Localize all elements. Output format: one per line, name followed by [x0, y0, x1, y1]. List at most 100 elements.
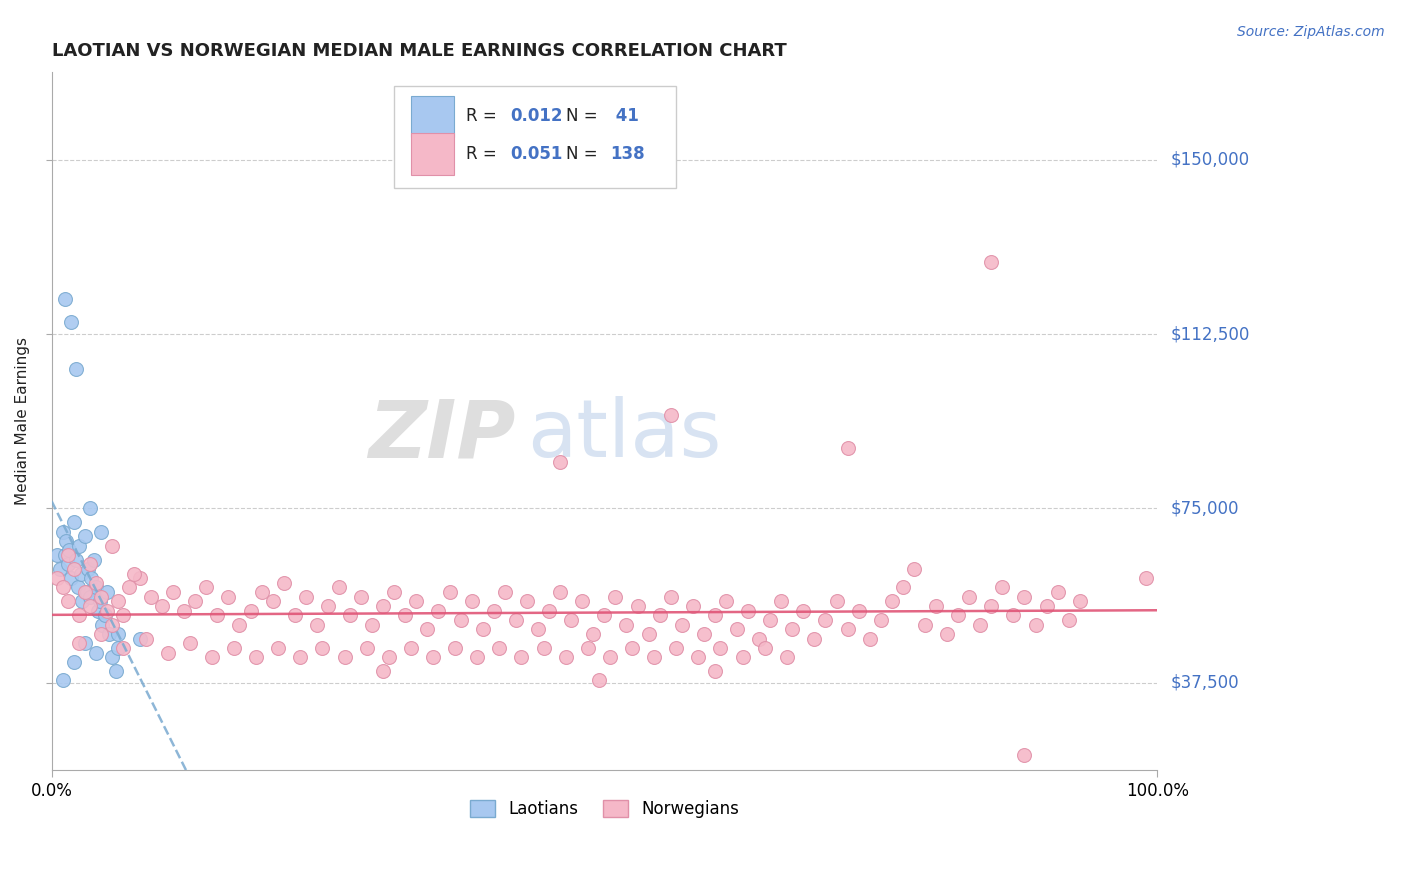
- Text: $112,500: $112,500: [1171, 325, 1250, 343]
- Text: Source: ZipAtlas.com: Source: ZipAtlas.com: [1237, 25, 1385, 39]
- Point: [91, 617, 114, 632]
- Point: [87, 604, 110, 618]
- Point: [946, 608, 969, 623]
- Point: [79, 599, 101, 613]
- Point: [118, 581, 141, 595]
- Point: [957, 590, 980, 604]
- Point: [162, 585, 184, 599]
- Point: [267, 640, 290, 655]
- Point: [599, 650, 621, 665]
- Point: [782, 623, 804, 637]
- Point: [936, 627, 959, 641]
- Point: [980, 255, 1002, 269]
- Point: [239, 604, 262, 618]
- Point: [90, 590, 112, 604]
- Text: 41: 41: [610, 107, 638, 126]
- Point: [65, 362, 87, 376]
- Point: [70, 566, 93, 581]
- Point: [859, 632, 882, 646]
- Point: [134, 632, 156, 646]
- Point: [56, 548, 79, 562]
- Point: [1069, 594, 1091, 608]
- Point: [616, 617, 638, 632]
- Point: [139, 590, 162, 604]
- Point: [83, 552, 105, 566]
- Point: [84, 646, 107, 660]
- Point: [305, 617, 328, 632]
- Point: [538, 604, 561, 618]
- Point: [548, 585, 571, 599]
- Point: [693, 627, 716, 641]
- Point: [90, 627, 112, 641]
- Point: [488, 640, 510, 655]
- Point: [79, 501, 101, 516]
- Text: 0.051: 0.051: [510, 145, 562, 163]
- Point: [129, 632, 152, 646]
- Point: [129, 571, 152, 585]
- Text: atlas: atlas: [527, 396, 721, 475]
- Point: [77, 562, 100, 576]
- Point: [316, 599, 339, 613]
- Text: ZIP: ZIP: [368, 396, 516, 475]
- Point: [731, 650, 754, 665]
- Text: $75,000: $75,000: [1171, 500, 1240, 517]
- Point: [273, 575, 295, 590]
- Point: [377, 650, 399, 665]
- Legend: Laotians, Norwegians: Laotians, Norwegians: [463, 793, 745, 824]
- Point: [1046, 585, 1069, 599]
- Point: [361, 617, 384, 632]
- Point: [201, 650, 224, 665]
- Point: [914, 617, 936, 632]
- Point: [60, 315, 83, 329]
- Point: [703, 608, 725, 623]
- Point: [104, 664, 127, 678]
- Text: R =: R =: [467, 107, 502, 126]
- Point: [533, 640, 555, 655]
- Point: [156, 646, 179, 660]
- Point: [93, 608, 115, 623]
- Point: [688, 650, 710, 665]
- Point: [96, 585, 118, 599]
- Point: [228, 617, 250, 632]
- Point: [516, 594, 538, 608]
- Point: [648, 608, 671, 623]
- Point: [195, 581, 218, 595]
- Point: [980, 599, 1002, 613]
- Text: N =: N =: [565, 145, 603, 163]
- Point: [53, 292, 76, 306]
- Point: [737, 604, 759, 618]
- Point: [1057, 613, 1080, 627]
- Point: [56, 558, 79, 572]
- Point: [96, 604, 118, 618]
- Point: [427, 604, 450, 618]
- Text: LAOTIAN VS NORWEGIAN MEDIAN MALE EARNINGS CORRELATION CHART: LAOTIAN VS NORWEGIAN MEDIAN MALE EARNING…: [52, 42, 786, 60]
- Point: [79, 558, 101, 572]
- Text: $37,500: $37,500: [1171, 673, 1240, 692]
- Point: [56, 594, 79, 608]
- Point: [1002, 608, 1025, 623]
- Point: [626, 599, 648, 613]
- Point: [222, 640, 245, 655]
- Text: N =: N =: [565, 107, 603, 126]
- Point: [1035, 599, 1057, 613]
- Point: [405, 594, 427, 608]
- Point: [250, 585, 273, 599]
- FancyBboxPatch shape: [394, 87, 676, 187]
- Point: [1025, 617, 1047, 632]
- Point: [52, 581, 75, 595]
- Text: 0.012: 0.012: [510, 107, 562, 126]
- Point: [356, 640, 378, 655]
- Point: [576, 640, 599, 655]
- Point: [444, 640, 467, 655]
- Point: [439, 585, 461, 599]
- Point: [107, 640, 129, 655]
- Point: [560, 613, 582, 627]
- Point: [62, 516, 84, 530]
- Point: [505, 613, 527, 627]
- Point: [891, 581, 914, 595]
- Point: [465, 650, 488, 665]
- Point: [969, 617, 991, 632]
- Point: [776, 650, 799, 665]
- Point: [659, 409, 682, 423]
- Point: [471, 623, 494, 637]
